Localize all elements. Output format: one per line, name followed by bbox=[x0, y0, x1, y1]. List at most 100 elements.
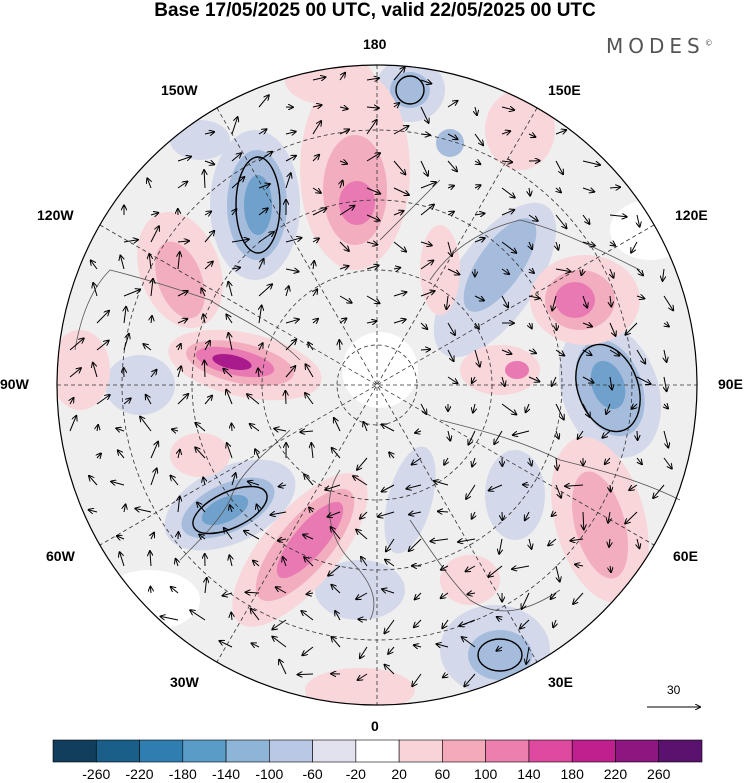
wind-vector bbox=[474, 213, 485, 215]
anomaly-pink-180-core bbox=[339, 181, 375, 225]
wind-vector bbox=[339, 340, 340, 351]
map-boundary bbox=[56, 64, 698, 706]
wind-vector bbox=[474, 238, 485, 242]
wind-vector bbox=[602, 430, 611, 438]
wind-vector bbox=[120, 256, 124, 270]
colorbar-swatch bbox=[571, 739, 616, 763]
wind-vector bbox=[258, 232, 274, 243]
wind-vector bbox=[663, 268, 665, 281]
anomaly-blue-60w-core bbox=[201, 494, 249, 526]
coast-hudson bbox=[179, 429, 291, 561]
wind-vector bbox=[474, 185, 481, 188]
wind-vector bbox=[358, 673, 368, 680]
wind-vector bbox=[610, 484, 611, 492]
wind-vector bbox=[257, 505, 259, 513]
wind-vector bbox=[232, 473, 236, 486]
wind-vector bbox=[313, 289, 317, 297]
wind-vector bbox=[151, 279, 153, 297]
wind-vector bbox=[223, 369, 233, 378]
lon-label-90w: 90W bbox=[0, 376, 29, 392]
coast-north-america bbox=[74, 269, 301, 361]
wind-vector bbox=[555, 403, 564, 420]
wind-vector bbox=[140, 417, 152, 432]
wind-vector bbox=[582, 188, 594, 192]
wind-vector bbox=[625, 511, 638, 524]
wind-vector bbox=[226, 390, 233, 405]
wind-vector bbox=[583, 511, 584, 529]
wind-vector bbox=[204, 212, 211, 216]
wind-vector bbox=[300, 431, 314, 432]
wind-vector bbox=[172, 429, 179, 431]
wind-vector bbox=[605, 457, 611, 464]
wind-vector bbox=[177, 182, 187, 189]
modes-logo: MODES© bbox=[606, 34, 713, 58]
wind-vector bbox=[420, 182, 436, 189]
wind-vector bbox=[382, 424, 395, 432]
wind-vector bbox=[548, 538, 557, 545]
contour-low-90e bbox=[575, 343, 641, 433]
colorbar-swatch bbox=[615, 739, 660, 763]
wind-vector bbox=[553, 619, 556, 627]
wind-vector bbox=[195, 447, 206, 459]
wind-vector bbox=[608, 511, 610, 523]
wind-vector bbox=[393, 268, 400, 269]
wind-vector bbox=[361, 557, 368, 567]
wind-vector bbox=[339, 318, 346, 323]
wind-vector bbox=[135, 509, 152, 513]
wind-vector bbox=[332, 637, 341, 648]
wind-vector bbox=[414, 619, 422, 627]
wind-vector bbox=[522, 592, 530, 609]
wind-vector bbox=[190, 610, 206, 621]
wind-vector bbox=[420, 205, 434, 216]
wind-vector bbox=[224, 528, 233, 540]
wind-vector bbox=[312, 155, 319, 162]
anomaly-field bbox=[57, 65, 697, 705]
wind-vector bbox=[340, 181, 343, 189]
wind-vector bbox=[581, 268, 583, 275]
wind-vector bbox=[176, 559, 178, 567]
wind-vector bbox=[69, 338, 84, 351]
wind-vector bbox=[636, 296, 644, 299]
wind-vector bbox=[555, 484, 561, 498]
wind-vector bbox=[609, 349, 619, 356]
wind-vector bbox=[244, 531, 260, 540]
wind-vector bbox=[177, 241, 189, 242]
coast-europe bbox=[409, 519, 561, 612]
wind-vector bbox=[366, 242, 377, 245]
neutral-region-sw bbox=[100, 570, 200, 630]
wind-vector bbox=[220, 641, 233, 648]
wind-vector bbox=[123, 240, 138, 242]
wind-vector bbox=[552, 376, 556, 386]
colorbar-tick-label: 180 bbox=[560, 766, 584, 782]
wind-vector bbox=[283, 557, 286, 567]
wind-vector bbox=[118, 450, 125, 459]
wind-vector bbox=[229, 555, 232, 567]
wind-vector bbox=[250, 424, 260, 432]
wind-vector bbox=[204, 341, 210, 351]
wind-vector bbox=[501, 187, 515, 198]
wind-vector bbox=[629, 484, 638, 490]
wind-vector bbox=[312, 238, 319, 242]
wind-vector bbox=[555, 160, 563, 174]
wind-vector bbox=[96, 395, 110, 405]
wind-vector bbox=[420, 160, 428, 176]
meridian-120e-60w bbox=[99, 224, 655, 546]
anomaly-blue-160w bbox=[170, 120, 230, 160]
wind-vector bbox=[420, 242, 432, 245]
pole-neutral-region bbox=[342, 332, 418, 408]
colorbar-tick-label: -220 bbox=[125, 766, 154, 782]
wind-vector bbox=[123, 398, 131, 405]
wind-vector bbox=[204, 170, 205, 189]
wind-vector bbox=[502, 376, 505, 386]
colorbar-swatch bbox=[658, 739, 703, 763]
wind-vector bbox=[412, 457, 422, 465]
wind-vector bbox=[331, 527, 341, 540]
colorbar-tick-label: -60 bbox=[302, 766, 323, 782]
colorbar-tick-label: 20 bbox=[391, 766, 407, 782]
wind-vector bbox=[195, 423, 206, 432]
wind-vector bbox=[434, 481, 449, 486]
wind-vector bbox=[150, 587, 151, 594]
wind-vector bbox=[227, 443, 233, 459]
wind-vector bbox=[529, 241, 532, 249]
wind-vector bbox=[306, 364, 314, 378]
